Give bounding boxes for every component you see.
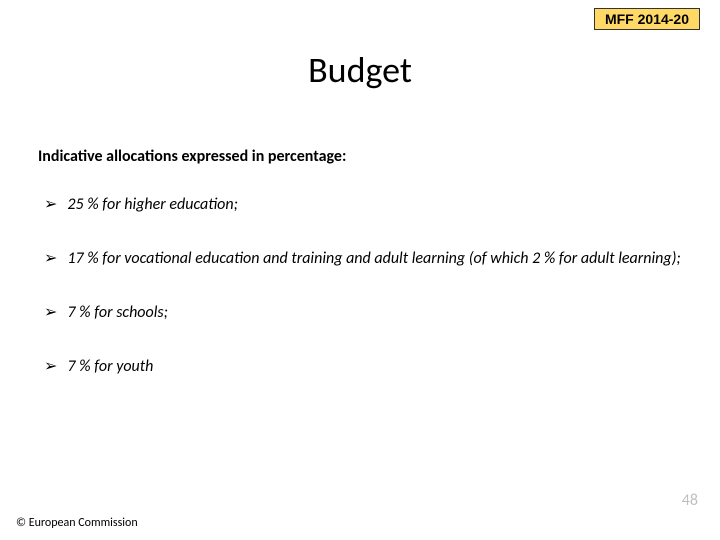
list-item: ➢ 7 % for youth (38, 357, 682, 377)
bullet-text: 25 % for higher education; (67, 195, 682, 215)
bullet-marker-icon: ➢ (44, 195, 57, 215)
bullet-text: 7 % for schools; (67, 303, 682, 323)
copyright: © European Commission (16, 516, 138, 530)
bullet-text: 17 % for vocational education and traini… (67, 249, 682, 269)
list-item: ➢ 7 % for schools; (38, 303, 682, 323)
mff-badge: MFF 2014-20 (594, 8, 700, 30)
bullet-text: 7 % for youth (67, 357, 682, 377)
list-item: ➢ 17 % for vocational education and trai… (38, 249, 682, 269)
bullet-marker-icon: ➢ (44, 249, 57, 269)
bullet-list: ➢ 25 % for higher education; ➢ 17 % for … (38, 195, 682, 411)
bullet-marker-icon: ➢ (44, 303, 57, 323)
page-title: Budget (0, 48, 720, 92)
list-item: ➢ 25 % for higher education; (38, 195, 682, 215)
bullet-marker-icon: ➢ (44, 357, 57, 377)
page-number: 48 (682, 491, 698, 510)
subheading: Indicative allocations expressed in perc… (38, 147, 346, 166)
